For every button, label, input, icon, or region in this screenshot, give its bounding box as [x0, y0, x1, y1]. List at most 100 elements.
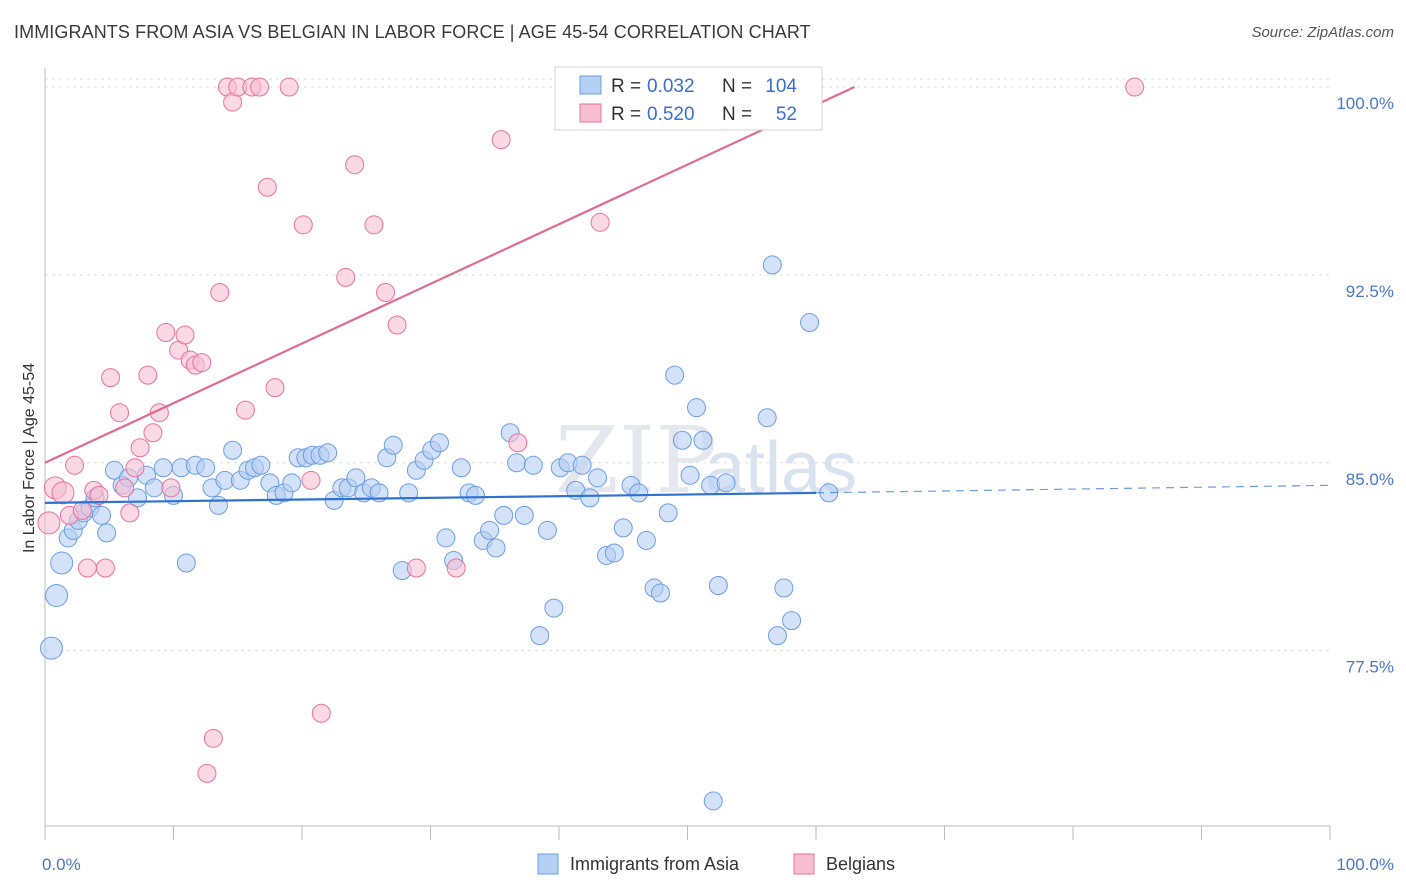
asia-point-54	[429, 433, 449, 453]
stats-legend: R = 0.032 N = 104 R = 0.520 N = 52	[554, 66, 823, 131]
trend-line-asia-extension	[815, 484, 1331, 494]
belgian-point-22	[175, 325, 195, 345]
belgian-point-17	[143, 423, 163, 443]
asia-point-86	[665, 365, 685, 385]
chart-title: IMMIGRANTS FROM ASIA VS BELGIAN IN LABOR…	[14, 22, 811, 42]
asia-point-82	[636, 530, 656, 550]
y-tick-label-1: 85.0%	[1346, 470, 1394, 489]
series-belgians	[37, 77, 1145, 783]
belgian-point-10	[101, 368, 121, 388]
belgian-point-2	[51, 481, 75, 505]
asia-point-62	[486, 538, 506, 558]
belgian-point-20	[161, 478, 181, 498]
asia-point-79	[613, 518, 633, 538]
belgian-point-34	[250, 77, 270, 97]
asia-point-93	[716, 473, 736, 493]
belgian-point-37	[279, 77, 299, 97]
asia-point-96	[762, 255, 782, 275]
belgian-point-35	[257, 177, 277, 197]
belgian-point-32	[235, 400, 255, 420]
trend-lines	[44, 86, 1331, 504]
stats-r-value-2: 0.520	[647, 104, 695, 125]
asia-point-89	[686, 398, 706, 418]
asia-point-24	[208, 495, 228, 515]
y-tick-labels: 77.5% 85.0% 92.5% 100.0%	[1336, 94, 1394, 677]
asia-point-66	[514, 505, 534, 525]
belgian-point-0	[37, 511, 61, 535]
stats-n-value-2: 52	[776, 104, 797, 125]
belgian-point-4	[65, 455, 85, 475]
belgian-point-12	[115, 478, 135, 498]
stats-r-value-1: 0.032	[647, 76, 695, 97]
belgian-point-5	[72, 500, 92, 520]
asia-point-100	[800, 313, 820, 333]
stats-n-label-2: N =	[722, 104, 752, 125]
asia-point-88	[680, 465, 700, 485]
asia-point-39	[318, 443, 338, 463]
source-label: Source: ZipAtlas.com	[1251, 24, 1394, 41]
asia-point-16	[144, 478, 164, 498]
belgian-point-40	[311, 703, 331, 723]
stats-r-label-2: R =	[611, 104, 641, 125]
asia-point-59	[465, 485, 485, 505]
y-tick-label-3: 100.0%	[1336, 94, 1394, 113]
legend-swatch-belgians	[793, 853, 815, 875]
belgian-point-19	[156, 323, 176, 343]
asia-point-99	[782, 611, 802, 631]
stats-r-label-1: R =	[611, 76, 641, 97]
asia-point-97	[767, 626, 787, 646]
stats-n-label-1: N =	[722, 76, 752, 97]
asia-point-67	[523, 455, 543, 475]
asia-point-17	[153, 458, 173, 478]
belgian-point-42	[345, 155, 365, 175]
asia-point-75	[580, 488, 600, 508]
asia-point-74	[572, 455, 592, 475]
stats-n-value-1: 104	[765, 76, 797, 97]
y-tick-label-2: 92.5%	[1346, 282, 1394, 301]
asia-point-68	[530, 626, 550, 646]
belgian-point-41	[336, 267, 356, 287]
legend-label-asia: Immigrants from Asia	[570, 854, 740, 874]
asia-point-76	[588, 468, 608, 488]
legend-label-belgians: Belgians	[826, 854, 895, 874]
belgian-point-36	[265, 378, 285, 398]
x-tick-label-0: 0.0%	[42, 855, 81, 874]
belgian-point-11	[110, 403, 130, 423]
asia-point-30	[251, 455, 271, 475]
y-tick-label-0: 77.5%	[1346, 658, 1394, 677]
belgian-point-25	[192, 353, 212, 373]
belgian-point-46	[406, 558, 426, 578]
asia-point-90	[693, 430, 713, 450]
belgian-point-9	[95, 558, 115, 578]
belgian-point-6	[77, 558, 97, 578]
asia-point-55	[436, 528, 456, 548]
x-tick-label-1: 100.0%	[1336, 855, 1394, 874]
belgian-point-16	[138, 365, 158, 385]
belgian-point-49	[508, 433, 528, 453]
legend-swatch-asia	[537, 853, 559, 875]
asia-point-94	[703, 791, 723, 811]
belgian-point-28	[210, 282, 230, 302]
asia-point-1	[45, 584, 69, 608]
asia-point-20	[176, 553, 196, 573]
belgian-point-48	[491, 130, 511, 150]
belgian-point-43	[364, 215, 384, 235]
asia-point-10	[97, 523, 117, 543]
y-axis-title: In Labor Force | Age 45-54	[21, 363, 38, 553]
asia-point-0	[39, 636, 63, 660]
asia-point-57	[451, 458, 471, 478]
asia-point-65	[507, 453, 527, 473]
belgian-point-26	[197, 763, 217, 783]
asia-point-69	[537, 520, 557, 540]
belgian-point-15	[130, 438, 150, 458]
belgian-point-13	[120, 503, 140, 523]
belgian-point-50	[590, 212, 610, 232]
belgian-point-38	[293, 215, 313, 235]
asia-point-9	[92, 505, 112, 525]
asia-point-48	[383, 435, 403, 455]
asia-point-26	[223, 440, 243, 460]
stats-swatch-pink	[579, 103, 602, 123]
belgian-point-47	[446, 558, 466, 578]
asia-point-63	[494, 505, 514, 525]
